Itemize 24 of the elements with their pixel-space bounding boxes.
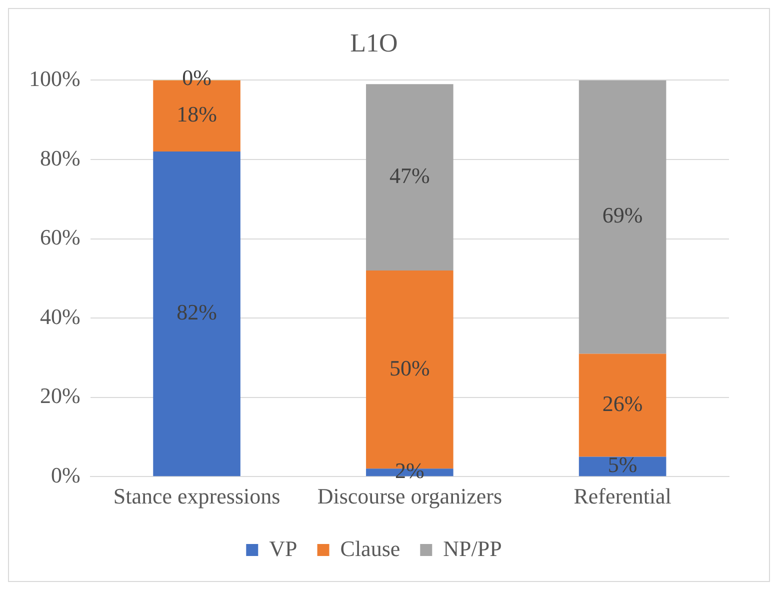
y-tick-label: 100% — [29, 66, 80, 91]
x-tick-label: Discourse organizers — [317, 484, 502, 509]
data-label: 82% — [176, 300, 217, 325]
legend-label: VP — [269, 536, 298, 561]
data-label: 50% — [390, 355, 430, 380]
data-label: 18% — [176, 102, 217, 127]
y-tick-label: 40% — [40, 304, 80, 329]
chart-title: L1O — [350, 28, 398, 58]
bar — [578, 354, 666, 457]
data-label: 69% — [602, 202, 643, 228]
bar — [578, 80, 666, 354]
x-tick-label: Stance expressions — [113, 484, 280, 509]
data-label: 26% — [602, 391, 643, 416]
x-tick-label: Referential — [574, 484, 672, 509]
legend-label: NP/PP — [443, 536, 502, 561]
legend-label: Clause — [340, 536, 400, 561]
data-label: 47% — [390, 163, 430, 188]
bar — [366, 84, 454, 270]
y-tick-label: 60% — [40, 224, 80, 250]
y-tick-label: 20% — [40, 383, 80, 408]
bar — [153, 152, 240, 476]
y-tick-label: 0% — [51, 462, 80, 488]
data-label: 5% — [608, 452, 638, 478]
y-tick-label: 80% — [40, 145, 80, 170]
